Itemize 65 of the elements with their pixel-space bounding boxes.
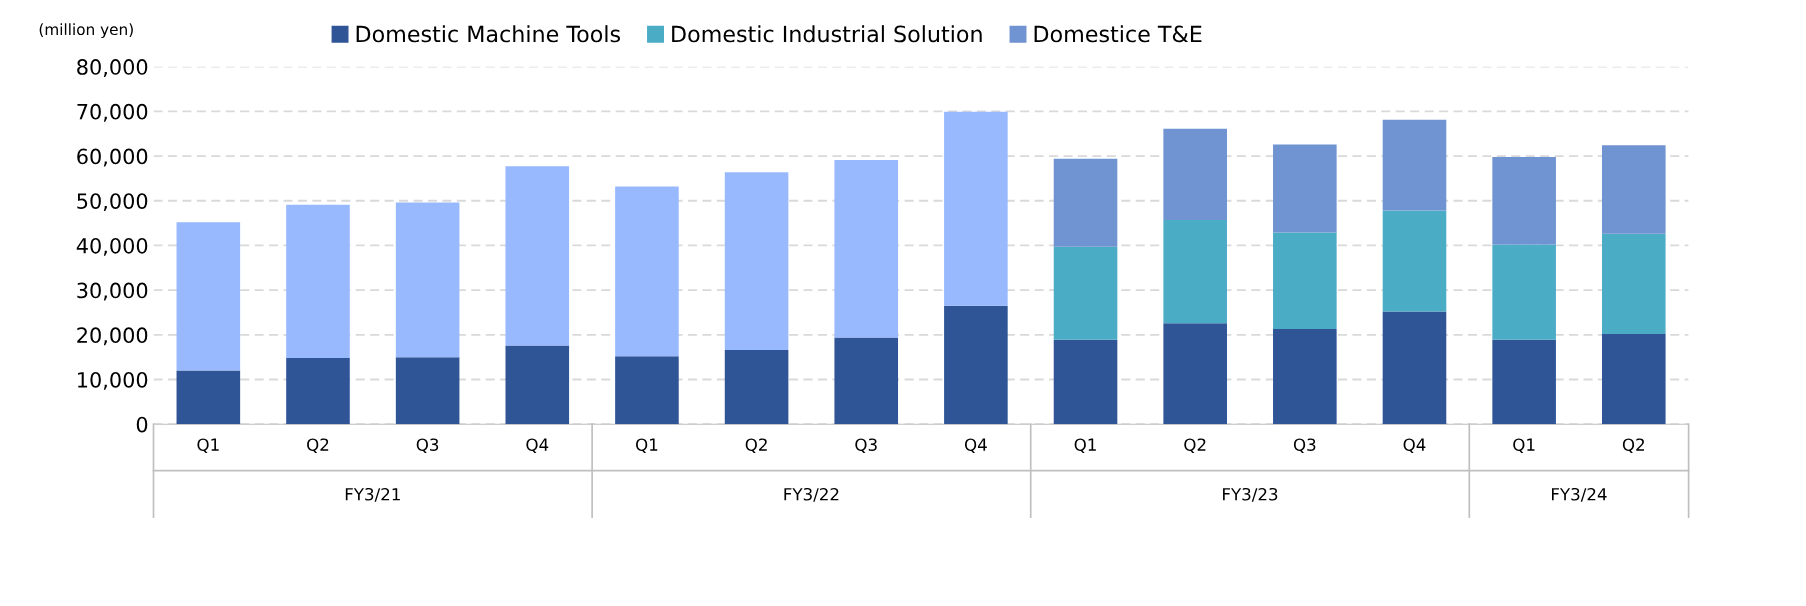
bar	[1053, 158, 1118, 247]
x-tick-label: Q2	[1622, 438, 1644, 453]
bar	[834, 337, 899, 425]
text: FY3/23	[1223, 487, 1278, 502]
bar	[395, 357, 460, 425]
y-tick-label: 50,000	[77, 193, 148, 212]
bar	[1382, 311, 1447, 425]
x-tick-label: Q3	[416, 438, 439, 453]
text: FY3/22	[784, 487, 839, 502]
bar	[724, 172, 789, 351]
y-tick-label: 60,000	[77, 148, 148, 167]
y-tick-label: 20,000	[77, 327, 148, 346]
x-tick-label: Q2	[1184, 438, 1206, 453]
legend-label: Domestice T&E	[1034, 25, 1202, 43]
bar	[944, 305, 1008, 425]
text: FY3/21	[345, 487, 400, 502]
bar	[1053, 339, 1118, 425]
x-tick-label: Q3	[855, 438, 877, 453]
bar	[1273, 232, 1337, 329]
bar	[176, 370, 241, 425]
bar	[1163, 219, 1227, 324]
bar	[1382, 210, 1447, 312]
y-tick-label: 70,000	[77, 103, 148, 122]
x-tick-label: Q4	[964, 438, 987, 453]
bar	[176, 222, 241, 371]
bar	[615, 356, 679, 425]
bar	[944, 111, 1008, 306]
x-tick-label: Q2	[307, 438, 329, 453]
x-tick-label: Q1	[1513, 438, 1535, 453]
y-tick-label: 0	[136, 416, 148, 433]
bar	[1273, 144, 1337, 233]
y-tick-label: 30,000	[77, 282, 148, 301]
bar	[834, 160, 899, 338]
bar	[1492, 156, 1556, 245]
y-tick-label: 40,000	[76, 237, 148, 256]
y-axis-title: (million yen)	[39, 23, 133, 39]
bar	[1163, 323, 1227, 425]
bar	[1273, 329, 1337, 425]
x-tick-label: Q4	[1403, 438, 1426, 453]
bar	[724, 350, 789, 425]
x-tick-label: Q1	[636, 438, 658, 453]
bar	[1601, 333, 1666, 425]
y-tick-label: 80,000	[77, 59, 148, 77]
bar	[1601, 145, 1666, 234]
legend-label: Domestic Machine Tools	[356, 25, 620, 43]
bar	[1382, 119, 1447, 211]
bar	[395, 202, 460, 358]
bar	[286, 204, 350, 359]
bar	[1492, 339, 1556, 425]
x-tick-label: Q4	[526, 438, 549, 453]
x-tick-label: Q2	[745, 438, 767, 453]
x-tick-label: Q1	[197, 438, 219, 453]
bar	[286, 358, 350, 425]
bar	[1492, 244, 1556, 340]
legend-label: Domestic Industrial Solution	[672, 25, 982, 43]
bar	[1163, 128, 1227, 220]
bar	[615, 186, 679, 357]
text: FY3/24	[1552, 487, 1607, 502]
bar	[505, 166, 570, 346]
x-tick-label: Q3	[1293, 438, 1316, 453]
bar	[505, 345, 570, 425]
x-tick-label: Q1	[1074, 438, 1096, 453]
bar	[1601, 233, 1666, 334]
y-tick-label: 10,000	[78, 371, 148, 390]
bar	[1053, 246, 1118, 340]
